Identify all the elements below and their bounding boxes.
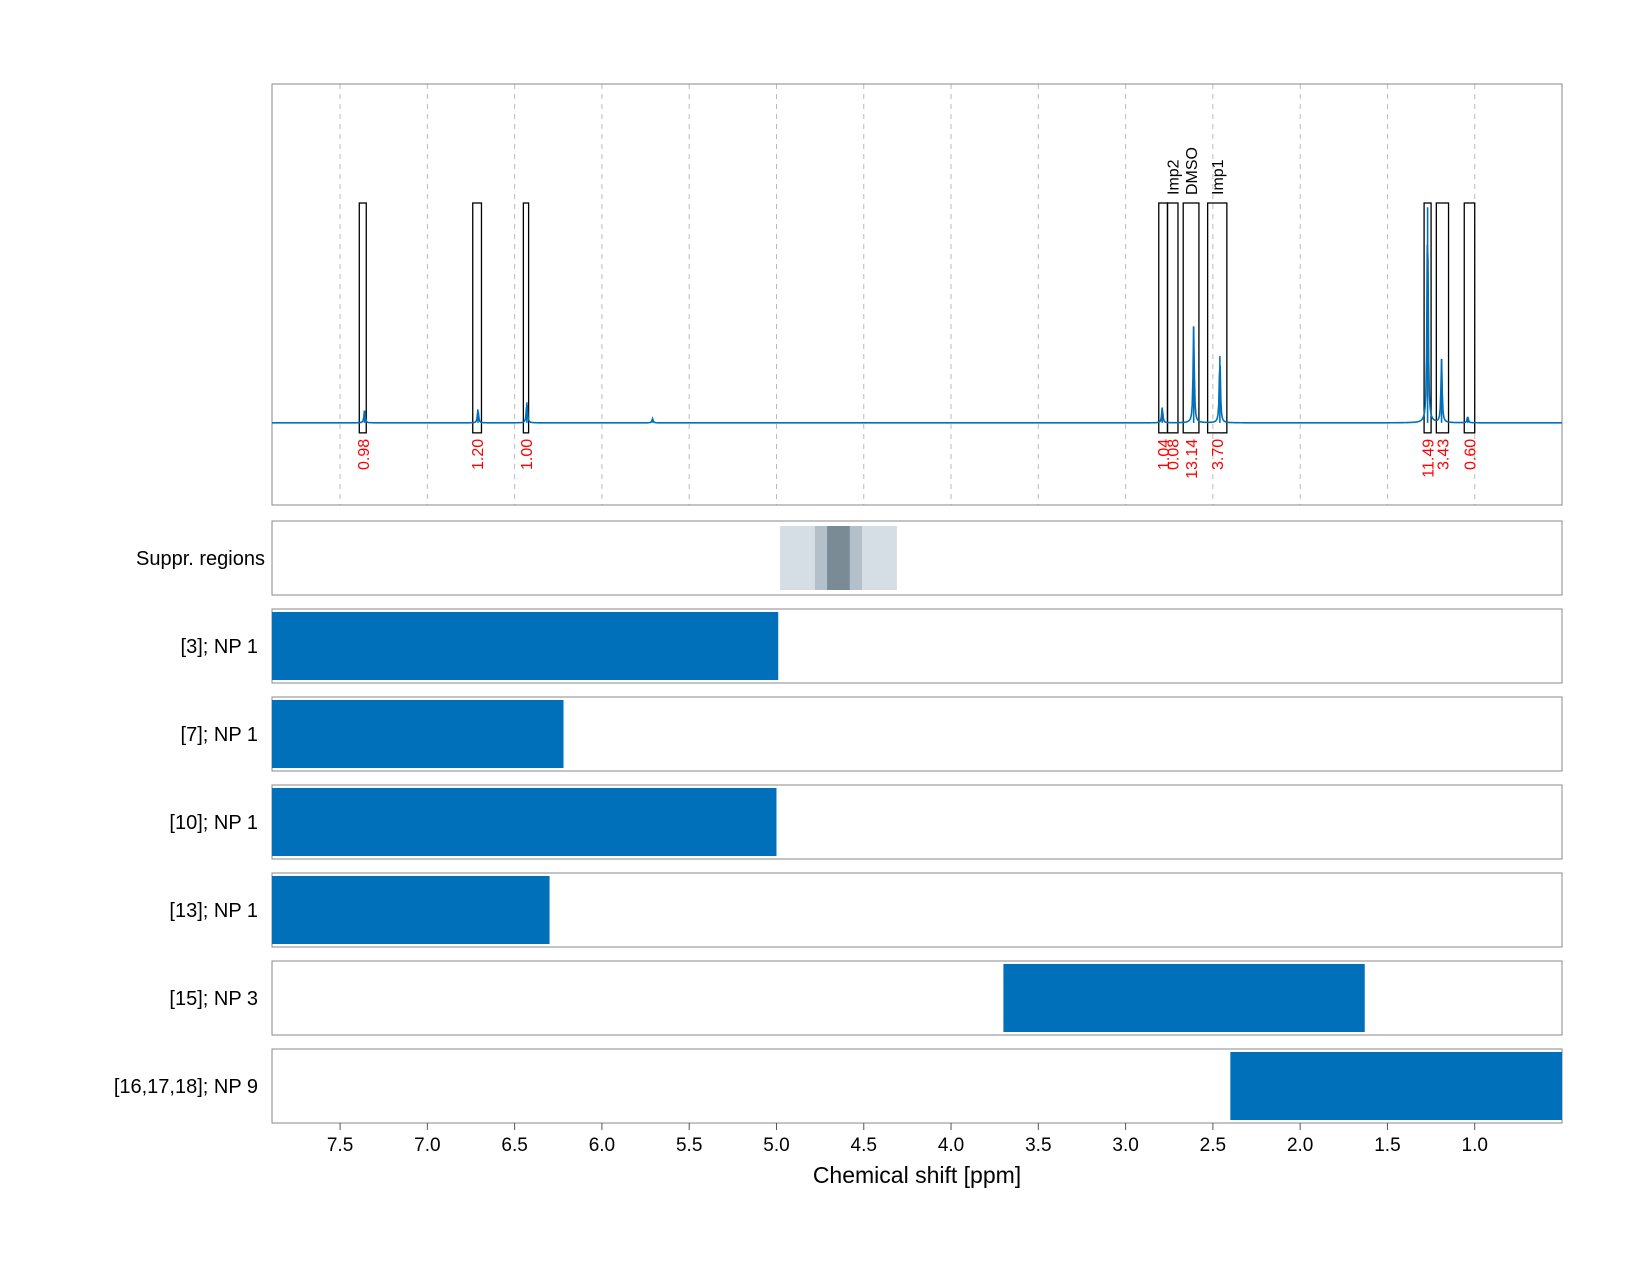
suppression-frame [271, 520, 1563, 596]
integration-region-box [1423, 202, 1432, 434]
row-label: [7]; NP 1 [181, 724, 258, 746]
integral-value: 3.70 [1210, 439, 1227, 470]
integral-value: 0.60 [1462, 439, 1479, 470]
x-tick-label: 5.5 [676, 1135, 702, 1156]
spectrum-plot [272, 207, 1562, 424]
integral-value: 1.04 [1156, 439, 1173, 470]
x-tick-label: 1.5 [1374, 1135, 1400, 1156]
row-label: [15]; NP 3 [169, 988, 258, 1010]
integration-region-box [1166, 202, 1179, 434]
spectrum-line [272, 244, 1562, 424]
row-label: [13]; NP 1 [169, 900, 258, 922]
spectrum-panel [271, 83, 1563, 506]
suppression-band [827, 526, 850, 590]
integral-value: 3.43 [1435, 439, 1452, 470]
suppression-label: Suppr. regions [136, 548, 265, 570]
row-label: [16,17,18]; NP 9 [114, 1076, 258, 1098]
integral-value: 1.00 [519, 439, 536, 470]
integral-value: 0.08 [1166, 439, 1183, 470]
integration-region-box [1463, 202, 1476, 434]
integral-value: 1.20 [470, 439, 487, 470]
integration-region-box [1435, 202, 1450, 434]
x-tick-label: 4.0 [938, 1135, 964, 1156]
region-label: DMSO [1184, 147, 1201, 195]
x-tick-label: 5.0 [763, 1135, 789, 1156]
region-label: Imp1 [1210, 159, 1227, 195]
x-axis: 7.5 7.0 6.5 6.0 5.5 5.0 4.5 4.0 3.5 3.0 2.5 2.0 1.5 1… [327, 1123, 1488, 1156]
signal-bar [272, 788, 777, 856]
signal-bar [272, 612, 779, 680]
integration-region-box [472, 202, 483, 434]
x-tick-label: 3.5 [1025, 1135, 1051, 1156]
integral-value: 0.98 [356, 439, 373, 470]
x-tick-label: 6.0 [589, 1135, 615, 1156]
x-tick-label: 7.5 [327, 1135, 353, 1156]
signal-bar [1003, 964, 1365, 1032]
x-tick-label: 2.5 [1200, 1135, 1226, 1156]
integration-region-box [1158, 202, 1169, 434]
row-label: [10]; NP 1 [169, 812, 258, 834]
signal-bar [272, 876, 550, 944]
region-label: Imp2 [1166, 159, 1183, 195]
integral-value: 13.14 [1184, 439, 1201, 479]
row-frame [271, 960, 1563, 1036]
integration-regions: 0.98 1.20 1.00 1.040.08 Imp2 13.14 DMSO 3.70 Imp… [356, 147, 1480, 479]
x-tick-label: 1.0 [1462, 1135, 1488, 1156]
grid-lines [339, 84, 1476, 505]
row-label: [3]; NP 1 [181, 636, 258, 658]
integration-region-box [1182, 202, 1200, 434]
integration-region-box [358, 202, 367, 434]
x-tick-label: 7.0 [414, 1135, 440, 1156]
signal-bar [1230, 1052, 1562, 1120]
suppression-panel: Suppr. regions [136, 520, 1563, 596]
x-tick-label: 3.0 [1112, 1135, 1138, 1156]
signal-bar [272, 700, 564, 768]
x-tick-label: 4.5 [851, 1135, 877, 1156]
integration-region-box [1206, 202, 1228, 434]
integration-region-box [522, 202, 530, 434]
signal-rows: [3]; NP 1 [7]; NP 1 [10]; NP 1 [13]; NP 1 [1… [114, 608, 1563, 1124]
x-tick-label: 2.0 [1287, 1135, 1313, 1156]
integral-value: 11.49 [1421, 439, 1438, 478]
x-axis-label: Chemical shift [ppm] [813, 1162, 1021, 1188]
x-tick-label: 6.5 [501, 1135, 527, 1156]
